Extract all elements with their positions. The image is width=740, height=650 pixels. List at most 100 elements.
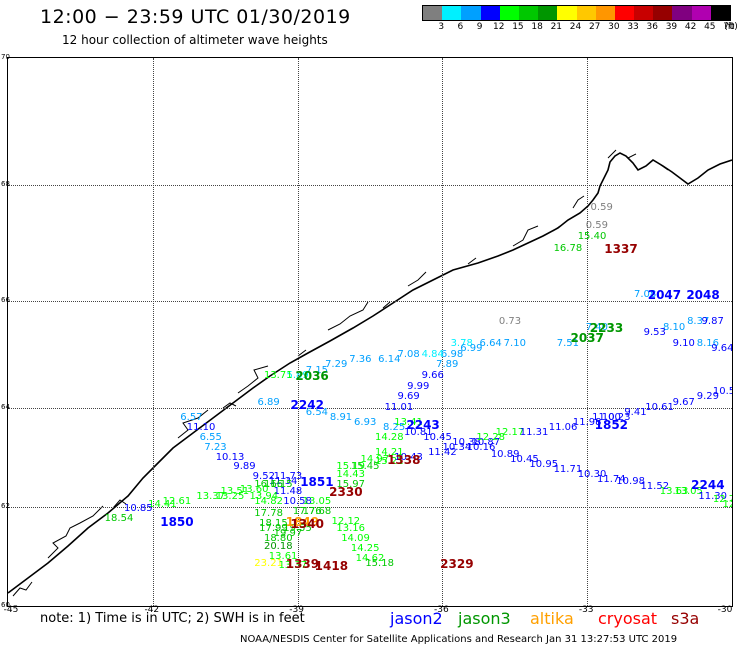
color-scale-cell bbox=[518, 6, 539, 20]
parallel-line bbox=[8, 185, 732, 186]
wave-height-value: 10.38 bbox=[452, 436, 481, 448]
wave-height-value: 10.23 bbox=[601, 411, 631, 423]
wave-height-value: 18.80 bbox=[263, 533, 293, 545]
footer-note: note: 1) Time is in UTC; 2) SWH is in fe… bbox=[40, 611, 305, 626]
pass-time-label: 1850 bbox=[160, 514, 194, 529]
wave-height-value: 6.54 bbox=[305, 406, 329, 418]
wave-height-value: 7.08 bbox=[633, 289, 657, 301]
wave-height-value: 14.25 bbox=[350, 543, 380, 555]
wave-height-value: 13.41 bbox=[394, 416, 423, 428]
color-scale-cell bbox=[595, 6, 615, 20]
pass-time-label: 2037 bbox=[570, 331, 604, 346]
color-scale-cell bbox=[423, 6, 443, 20]
wave-height-value: 9.69 bbox=[397, 391, 420, 403]
wave-height-value: 7.40 bbox=[585, 321, 608, 333]
pass-time-label: 2329 bbox=[440, 556, 474, 571]
wave-height-value: 10.98 bbox=[616, 476, 645, 488]
wave-height-value: 11.42 bbox=[428, 446, 457, 458]
wave-height-value: 9.99 bbox=[407, 380, 430, 392]
wave-height-value: 10.43 bbox=[394, 451, 423, 463]
wave-height-value: 23.21 bbox=[254, 557, 283, 569]
wave-height-value: 7.89 bbox=[436, 359, 459, 371]
color-scale-label: 12 bbox=[493, 22, 505, 32]
wave-height-value: 18.15 bbox=[259, 518, 288, 530]
wave-height-value: 11.00 bbox=[592, 411, 621, 423]
color-scale-label: 45 bbox=[704, 22, 716, 32]
pass-time-label: 2244 bbox=[691, 477, 725, 492]
color-scale-label: 36 bbox=[646, 22, 658, 32]
pass-time-label: 2047 bbox=[647, 288, 682, 303]
pass-time-label: 1418 bbox=[314, 559, 349, 574]
wave-height-value: 6.14 bbox=[378, 353, 401, 365]
wave-height-value: 10.89 bbox=[490, 449, 520, 461]
wave-height-value: 11.73 bbox=[273, 471, 303, 483]
wave-height-value: 10.45 bbox=[423, 431, 452, 443]
wave-height-value: 10.16 bbox=[466, 441, 496, 453]
wave-height-value: 16.15 bbox=[263, 478, 293, 490]
latitude-label: 68 bbox=[1, 180, 10, 188]
wave-height-value: 10.34 bbox=[442, 441, 472, 453]
wave-height-value: 15.19 bbox=[336, 461, 366, 473]
map-subtitle: 12 hour collection of altimeter wave hei… bbox=[62, 33, 328, 47]
color-scale-cell bbox=[557, 6, 577, 20]
wave-height-value: 10.51 bbox=[712, 385, 732, 397]
wave-height-value: 9.53 bbox=[643, 327, 666, 339]
wave-height-value: 11.34 bbox=[268, 476, 298, 488]
wave-height-value: 6.57 bbox=[180, 411, 203, 423]
wave-height-value: 7.51 bbox=[556, 337, 580, 349]
wave-height-value: 13.51 bbox=[220, 486, 250, 498]
wave-height-value: 7.23 bbox=[204, 441, 227, 453]
wave-height-value: 8.37 bbox=[687, 316, 710, 328]
wave-height-value: 15.97 bbox=[336, 478, 366, 490]
pass-time-label: 2233 bbox=[589, 320, 624, 335]
meridian-line bbox=[442, 58, 444, 606]
wave-height-value: 11.98 bbox=[572, 416, 602, 428]
wave-height-value: 13.37 bbox=[196, 491, 226, 503]
wave-height-value: 8.16 bbox=[696, 337, 719, 349]
wave-height-value: 11.01 bbox=[384, 402, 414, 413]
wave-height-value: 16.16 bbox=[254, 478, 283, 490]
pass-time-label: 2036 bbox=[295, 368, 329, 383]
wave-height-value: 11.10 bbox=[186, 421, 216, 433]
latitude-label: 70 bbox=[1, 53, 10, 61]
parallel-line bbox=[8, 301, 732, 302]
color-scale-label: 70 bbox=[723, 22, 735, 32]
wave-height-value: 14.28 bbox=[374, 431, 404, 443]
pass-time-label: 1337 bbox=[604, 241, 638, 256]
pass-time-label: 1340 bbox=[290, 517, 324, 532]
wave-height-value: 11.31 bbox=[519, 426, 549, 438]
wave-height-value: 9.87 bbox=[701, 316, 724, 328]
pass-time-label: 1339 bbox=[285, 556, 320, 571]
wave-height-value: 13.63 bbox=[659, 486, 689, 498]
color-scale-cell bbox=[499, 6, 519, 20]
wave-height-value: 0.59 bbox=[585, 219, 608, 231]
wave-height-value: 6.98 bbox=[440, 348, 464, 360]
wave-height-value: 13.05 bbox=[674, 486, 703, 498]
wave-height-value: 9.41 bbox=[624, 406, 647, 418]
meridian-line bbox=[587, 58, 589, 606]
wave-height-value: 11.30 bbox=[698, 491, 728, 503]
color-scale-cell bbox=[614, 6, 635, 20]
wave-height-value: 14.82 bbox=[254, 496, 283, 508]
latitude-label: 64 bbox=[1, 403, 10, 411]
wave-height-value: 12.17 bbox=[495, 426, 525, 438]
wave-height-value: 10.85 bbox=[123, 503, 153, 515]
color-scale-label: 18 bbox=[531, 22, 543, 32]
color-scale-label: 6 bbox=[457, 22, 464, 32]
longitude-label: -33 bbox=[578, 605, 594, 615]
wave-height-value: 7.08 bbox=[397, 348, 420, 360]
pass-time-label: 1338 bbox=[387, 452, 421, 467]
wave-height-value: 9.10 bbox=[672, 337, 695, 349]
wave-height-value: 4.84 bbox=[421, 348, 444, 360]
wave-height-value: 9.52 bbox=[252, 471, 275, 483]
wave-height-value: 7.36 bbox=[349, 353, 372, 365]
map-title: 12:00 − 23:59 UTC 01/30/2019 bbox=[40, 6, 351, 28]
wave-height-value: 6.55 bbox=[199, 431, 222, 443]
wave-height-value: 17.76 bbox=[292, 505, 322, 517]
wave-height-value: 7.10 bbox=[503, 337, 526, 349]
color-scale-cell bbox=[691, 6, 711, 20]
pass-time-label: 1851 bbox=[300, 475, 334, 490]
color-scale-label: 33 bbox=[627, 22, 639, 32]
wave-height-value: 11.71 bbox=[553, 463, 583, 475]
wave-height-value: 10.30 bbox=[577, 468, 607, 480]
